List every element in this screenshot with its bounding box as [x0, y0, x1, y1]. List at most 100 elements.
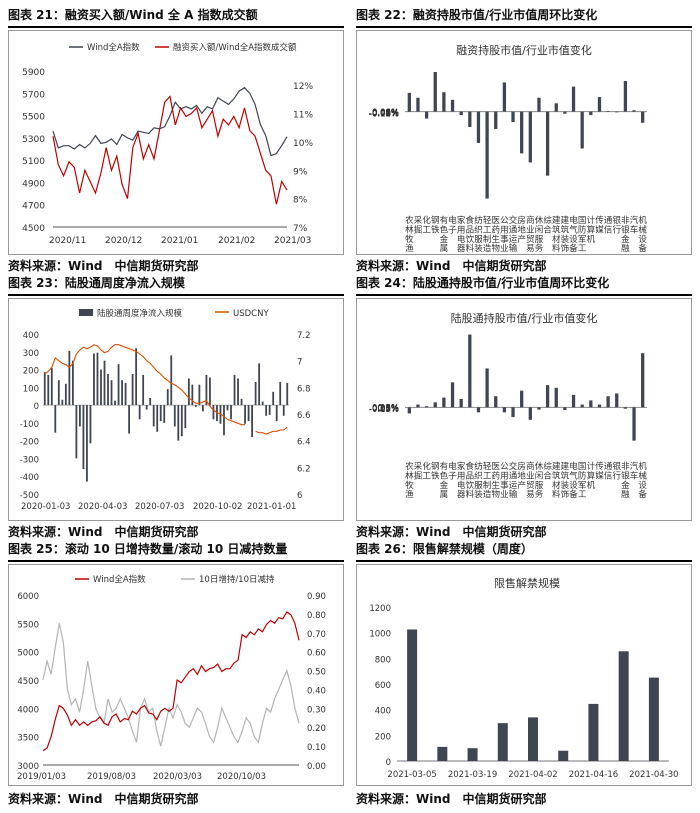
bar	[47, 374, 50, 406]
bar	[632, 407, 636, 441]
bar	[623, 81, 628, 112]
bar	[563, 111, 567, 114]
bar	[156, 405, 159, 432]
category-label: 房地产	[517, 461, 526, 491]
bar	[138, 405, 141, 420]
x-tick-label: 2020-01-03	[21, 502, 70, 512]
y-tick-label: 5100	[22, 157, 45, 167]
caption-rule	[8, 560, 344, 562]
bar	[442, 397, 446, 408]
y-tick-label: 200	[23, 367, 39, 377]
y-tick-label: -0.02%	[369, 109, 399, 119]
y2-tick-label: 0.10	[307, 743, 326, 753]
x-tick-label: 2020-10-02	[193, 502, 242, 512]
bar	[588, 703, 599, 761]
chart-25-panel: 6000 5500 5000 4500 4000 3500 3000 0.90 0.80 0.70…	[8, 564, 344, 786]
legend-label: Wind全A指数	[87, 42, 140, 53]
category-label: 休闲服务	[535, 215, 544, 254]
bar	[96, 352, 99, 406]
bar	[184, 405, 187, 429]
bar	[71, 360, 74, 406]
y-tick-label: 0.2%	[377, 404, 399, 414]
category-label: 家用电器	[457, 461, 466, 500]
category-label: 银行	[612, 461, 621, 481]
legend-label: Wind全A指数	[93, 574, 146, 585]
bar	[57, 380, 60, 406]
y-tick-label: -0.14%	[369, 110, 399, 120]
y-tick-label: 600	[375, 681, 391, 691]
bar	[43, 372, 46, 406]
y-tick-label: 0.05%	[372, 404, 399, 414]
legend-swatch-inflow	[79, 309, 93, 316]
bar	[131, 374, 134, 406]
y-tick-label: -0.08%	[369, 109, 399, 119]
bar	[459, 111, 463, 116]
bar	[528, 111, 532, 163]
category-label: 汽车	[630, 461, 639, 481]
bar	[194, 405, 197, 407]
category-label: 农林牧渔	[405, 215, 414, 254]
bar	[89, 405, 92, 444]
y2-tick-label: 6	[297, 491, 302, 501]
x-tick-label: 2020/03/03	[153, 772, 202, 782]
bar	[121, 380, 123, 406]
x-tick-label: 2021/02	[218, 236, 255, 246]
y-tick-label: 0.15%	[372, 404, 399, 414]
bar	[152, 405, 155, 427]
bar	[177, 405, 180, 441]
bar	[589, 400, 593, 408]
bar	[648, 677, 659, 761]
category-label: 机械设备	[638, 215, 647, 254]
source-note: 资料来源：Wind 中信期货研究部	[356, 525, 547, 539]
bar	[554, 387, 558, 408]
y-tick-label: -0.06%	[369, 109, 399, 119]
chart-23: 400 300 200 100 0 -100 -200 -300 -400 -500 7.2 7 6.8…	[20, 308, 311, 512]
bar	[437, 746, 448, 761]
bar	[450, 99, 455, 112]
y-tick-label: -400	[20, 473, 39, 483]
y2-tick-label: 11%	[293, 111, 313, 121]
bar	[502, 82, 507, 112]
category-label: 采掘	[414, 215, 423, 235]
bar	[142, 374, 145, 406]
y2-tick-label: 0.00	[307, 762, 326, 772]
bar	[114, 400, 116, 406]
bar	[571, 86, 576, 112]
bar	[528, 717, 538, 761]
y-tick-label: -0.1%	[374, 405, 399, 415]
category-label: 交通运输	[509, 461, 518, 500]
y-tick-label: 4500	[22, 224, 45, 234]
bar	[75, 405, 78, 459]
y2-tick-label: 0.80	[307, 611, 326, 621]
category-label: 通信	[604, 215, 613, 235]
category-label: 计算机	[587, 461, 596, 491]
category-label: 国防军工	[578, 462, 587, 500]
y2-tick-label: 0.70	[307, 630, 326, 640]
bar	[407, 629, 418, 761]
y2-tick-label: 8%	[293, 196, 308, 206]
series-line-margin-ratio	[52, 95, 288, 205]
bar	[554, 103, 558, 112]
bar	[173, 405, 176, 427]
bar	[494, 111, 498, 130]
bar	[191, 384, 194, 406]
y2-tick-label: 7%	[293, 224, 308, 234]
bar	[537, 97, 541, 112]
legend-label: 融资买入额/Wind全A指数成交额	[173, 42, 297, 53]
category-label: 休闲服务	[535, 461, 544, 500]
y-tick-label: 0.0%	[377, 404, 399, 414]
y-tick-label: 200	[375, 732, 391, 742]
bar	[198, 384, 201, 406]
x-tick-label: 2021/03	[274, 236, 311, 246]
y2-tick-label: 7	[297, 358, 302, 368]
bar	[545, 385, 550, 408]
bar	[571, 394, 576, 408]
bar	[100, 369, 102, 406]
y-tick-label: -100	[20, 420, 39, 430]
bar	[528, 407, 532, 420]
x-tick-label: 2020/10/03	[217, 772, 266, 782]
caption-rule	[356, 560, 692, 562]
bar	[615, 393, 619, 408]
bar	[424, 406, 429, 408]
chart-22-panel: 融资持股市值/行业市值变化 0.08% 0.06% 0.04% 0.02% 0.00% -0…	[356, 30, 692, 255]
